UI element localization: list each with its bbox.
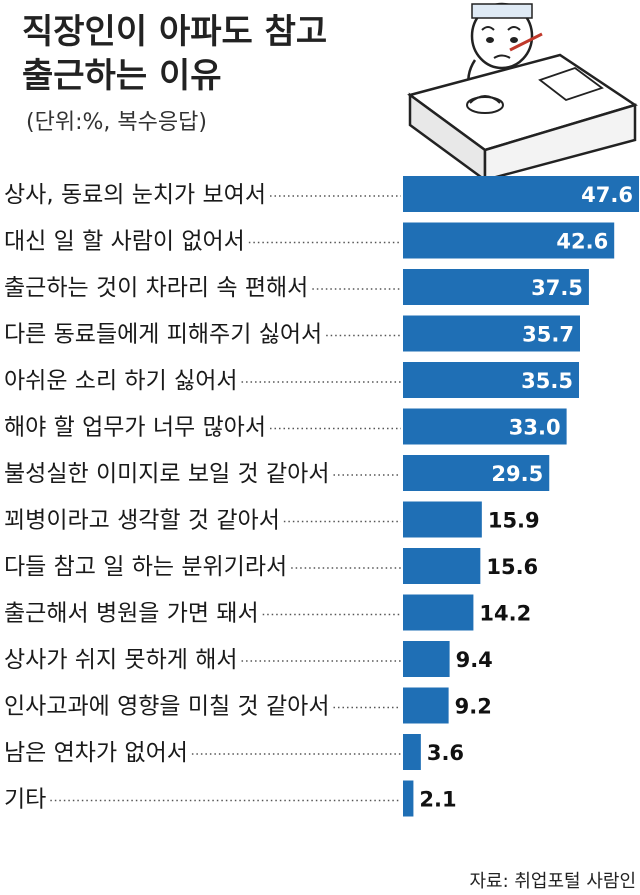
- chart-subtitle: (단위:%, 복수응답): [26, 110, 207, 135]
- value-label: 33.0: [509, 416, 561, 440]
- value-label: 29.5: [491, 462, 543, 486]
- bar: [403, 269, 589, 305]
- title-line-1: 직장인이 아파도 참고: [22, 12, 328, 52]
- bar: [403, 548, 481, 584]
- category-label: 상사가 쉬지 못하게 해서: [4, 647, 238, 673]
- value-label: 37.5: [531, 276, 583, 300]
- bar: [403, 222, 615, 259]
- category-label: 다른 동료들에게 피해주기 싫어서: [4, 322, 322, 348]
- bar: [403, 641, 450, 677]
- bar: [403, 780, 414, 817]
- value-label: 47.6: [581, 183, 633, 207]
- bar: [403, 315, 580, 352]
- category-label: 남은 연차가 없어서: [4, 740, 188, 766]
- title-line-2: 출근하는 이유: [22, 56, 222, 96]
- source-note: 자료: 취업포털 사람인: [469, 871, 636, 892]
- value-label: 42.6: [556, 230, 608, 254]
- bar: [403, 501, 482, 538]
- sick-worker-illustration: [407, 2, 638, 180]
- chart-title: 직장인이 아파도 참고 출근하는 이유: [22, 10, 327, 98]
- bar: [403, 408, 567, 445]
- category-label: 아쉬운 소리 하기 싫어서: [4, 368, 238, 394]
- bar: [403, 176, 639, 212]
- value-label: 3.6: [427, 741, 464, 765]
- bar: [403, 687, 449, 724]
- category-label: 해야 할 업무가 너무 많아서: [4, 415, 266, 441]
- value-label: 9.4: [456, 648, 493, 672]
- value-label: 35.5: [521, 369, 573, 393]
- category-label: 불성실한 이미지로 보일 것 같아서: [4, 461, 329, 487]
- category-label: 출근해서 병원을 가면 돼서: [4, 601, 259, 627]
- category-label: 상사, 동료의 눈치가 보여서: [4, 182, 266, 208]
- value-label: 15.6: [486, 555, 538, 579]
- category-label: 대신 일 할 사람이 없어서: [4, 229, 245, 255]
- value-label: 2.1: [419, 788, 456, 812]
- value-label: 35.7: [522, 323, 574, 347]
- bar: [403, 734, 421, 770]
- bar: [403, 594, 474, 631]
- bar: [403, 455, 550, 491]
- value-label: 15.9: [488, 509, 540, 533]
- category-label: 꾀병이라고 생각할 것 같아서: [4, 508, 280, 534]
- category-label: 출근하는 것이 차라리 속 편해서: [4, 275, 308, 301]
- bar: [403, 362, 580, 398]
- category-label: 다들 참고 일 하는 분위기라서: [4, 554, 287, 580]
- value-label: 9.2: [455, 695, 492, 719]
- category-label: 인사고과에 영향을 미칠 것 같아서: [4, 694, 329, 720]
- value-label: 14.2: [479, 602, 531, 626]
- category-label: 기타: [4, 787, 46, 813]
